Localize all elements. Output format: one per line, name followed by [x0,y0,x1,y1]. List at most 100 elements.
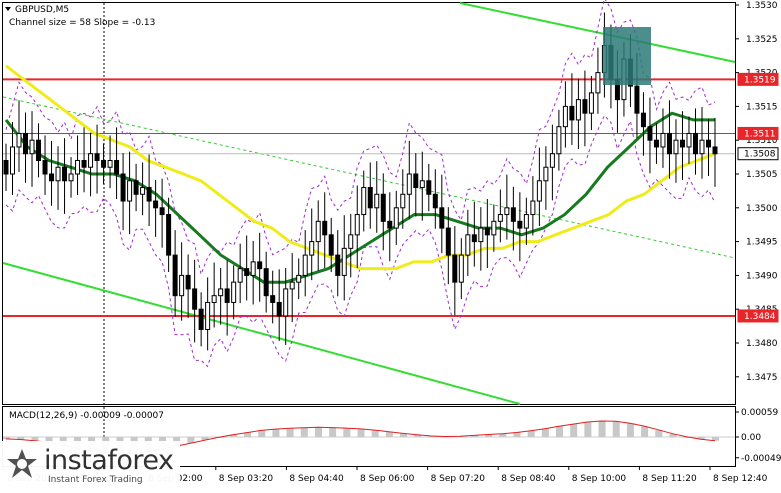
candle-body [517,220,523,229]
macd-histogram-bar [400,433,408,437]
time-tick-label: 8 Sep 11:20 [642,474,697,484]
candle-body [322,220,328,236]
macd-histogram-bar [314,427,322,437]
instaforex-logo-icon [7,449,37,478]
time-tick-label: 8 Sep 06:00 [360,474,415,484]
candle-body [75,159,81,175]
candle-body [36,139,42,161]
price-tick-label: 1.3490 [746,271,778,281]
candle-body [3,159,9,175]
candle-body [328,234,334,256]
candle-body [23,132,29,155]
candle-body [504,207,510,216]
watermark-tagline: Instant Forex Trading [48,475,143,485]
candle-body [588,92,594,114]
candle-body [465,234,471,256]
candle-body [491,220,497,236]
watermark-brand: instaforex [44,445,174,476]
candle-body [575,99,581,121]
candle-body [140,187,146,195]
macd-histogram-bar [470,435,478,437]
price-tick-label: 1.3495 [746,238,778,248]
candle-body [81,159,87,168]
price-label-box [737,147,779,161]
candle-body [686,132,692,148]
macd-histogram-bar [329,427,337,437]
macd-histogram-bar [414,434,422,437]
macd-histogram-bar [428,436,436,438]
candle-body [497,214,503,222]
macd-histogram-bar [45,437,53,443]
candle-body [660,132,666,148]
price-label-text: 1.3508 [744,150,776,160]
macd-histogram-bar [584,421,592,437]
macd-label: MACD(12,26,9) -0.00009 -0.00007 [9,411,164,421]
candle-body [185,274,191,290]
price-label-box [737,72,779,86]
price-label-box [737,309,779,323]
candle-body [361,187,367,216]
candle-body [296,274,302,283]
candle-body [530,200,536,216]
macd-histogram-bar [669,434,677,437]
macd-histogram-bar [385,431,393,437]
macd-histogram-bar [442,436,450,438]
candle-body [562,105,568,128]
candle-body [172,254,178,297]
candle-body [315,220,321,243]
candle-body [68,173,74,182]
channel-mid-line [2,96,736,259]
macd-histogram-bar [626,423,634,437]
candle-body [679,139,685,148]
macd-histogram-bar [244,432,252,437]
candle-body [705,139,711,148]
candle-body [218,288,224,297]
channel-info-label: Channel size = 58 Slope = -0.13 [9,18,155,28]
price-label-text: 1.3484 [744,312,776,322]
macd-histogram-bar [31,437,39,441]
candle-body [224,288,230,303]
candle-body [335,254,341,276]
candle-body [478,227,484,243]
candle-body [29,139,35,155]
macd-histogram-bar [598,420,606,437]
candle-body [198,308,204,330]
price-tick-label: 1.3480 [746,339,778,349]
candle-body [146,187,152,202]
envelope-lower-line [5,114,716,368]
macd-histogram-bar [3,437,10,440]
candle-body [419,180,425,189]
candle-body [283,288,289,317]
candle-body [88,153,94,168]
macd-histogram-bar [201,437,209,440]
macd-histogram-bar [683,437,691,438]
candle-body [452,254,458,283]
candle-body [55,166,61,182]
candle-body [471,234,477,243]
macd-histogram-bar [258,430,266,437]
candle-body [16,132,22,148]
dropdown-triangle-icon[interactable] [5,7,11,11]
candle-body [393,207,399,229]
macd-histogram-bar [371,430,379,437]
candle-body [380,193,386,222]
candle-body [257,261,263,270]
candle-body [237,268,243,283]
candle-body [582,99,588,114]
candle-body [270,295,276,303]
price-tick-label: 1.3500 [746,204,778,214]
macd-histogram-bar [17,437,25,440]
macd-histogram-bar [499,433,507,437]
candle-body [107,159,113,168]
time-tick-label: 8 Sep 04:40 [289,474,344,484]
macd-histogram-bar [655,430,663,437]
candle-body [302,254,308,276]
macd-histogram-bar [697,437,705,440]
candle-body [192,288,198,310]
candle-body [510,207,516,222]
candle-body [556,126,562,155]
chart-header: GBPUSD,M5 Channel size = 58 Slope = -0.1… [5,5,164,421]
macd-histogram-bar [641,426,649,437]
candle-body [634,85,640,114]
price-label-box [737,126,779,140]
